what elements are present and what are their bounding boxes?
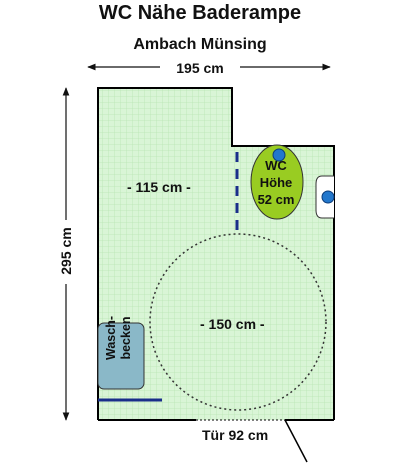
sink-label: Wasch- becken <box>104 316 134 360</box>
turning-circle-label: - 150 cm - <box>200 316 265 332</box>
sink-label-line2: becken <box>119 316 133 360</box>
wall-fixture-button-icon <box>321 190 335 204</box>
width-dimension-label: 195 cm <box>176 60 224 76</box>
wc-label: WC Höhe 52 cm <box>252 157 300 208</box>
sink-label-line1: Wasch- <box>104 316 118 360</box>
page-subtitle: Ambach Münsing <box>133 36 267 53</box>
sink <box>97 322 145 390</box>
wc-label-line3: 52 cm <box>257 192 295 207</box>
door-leaf <box>284 419 308 463</box>
wc-label-line1: WC <box>265 158 287 173</box>
height-dimension-label: 295 cm <box>58 227 74 275</box>
page-title: WC Nähe Baderampe <box>98 2 302 24</box>
wc-bowl <box>250 144 304 220</box>
turning-circle <box>149 233 327 411</box>
free-width-label: - 115 cm - <box>127 179 191 195</box>
wc-flush-icon <box>272 148 286 162</box>
door-width-label: Tür 92 cm <box>202 427 269 443</box>
wc-label-line2: Höhe <box>259 175 293 190</box>
